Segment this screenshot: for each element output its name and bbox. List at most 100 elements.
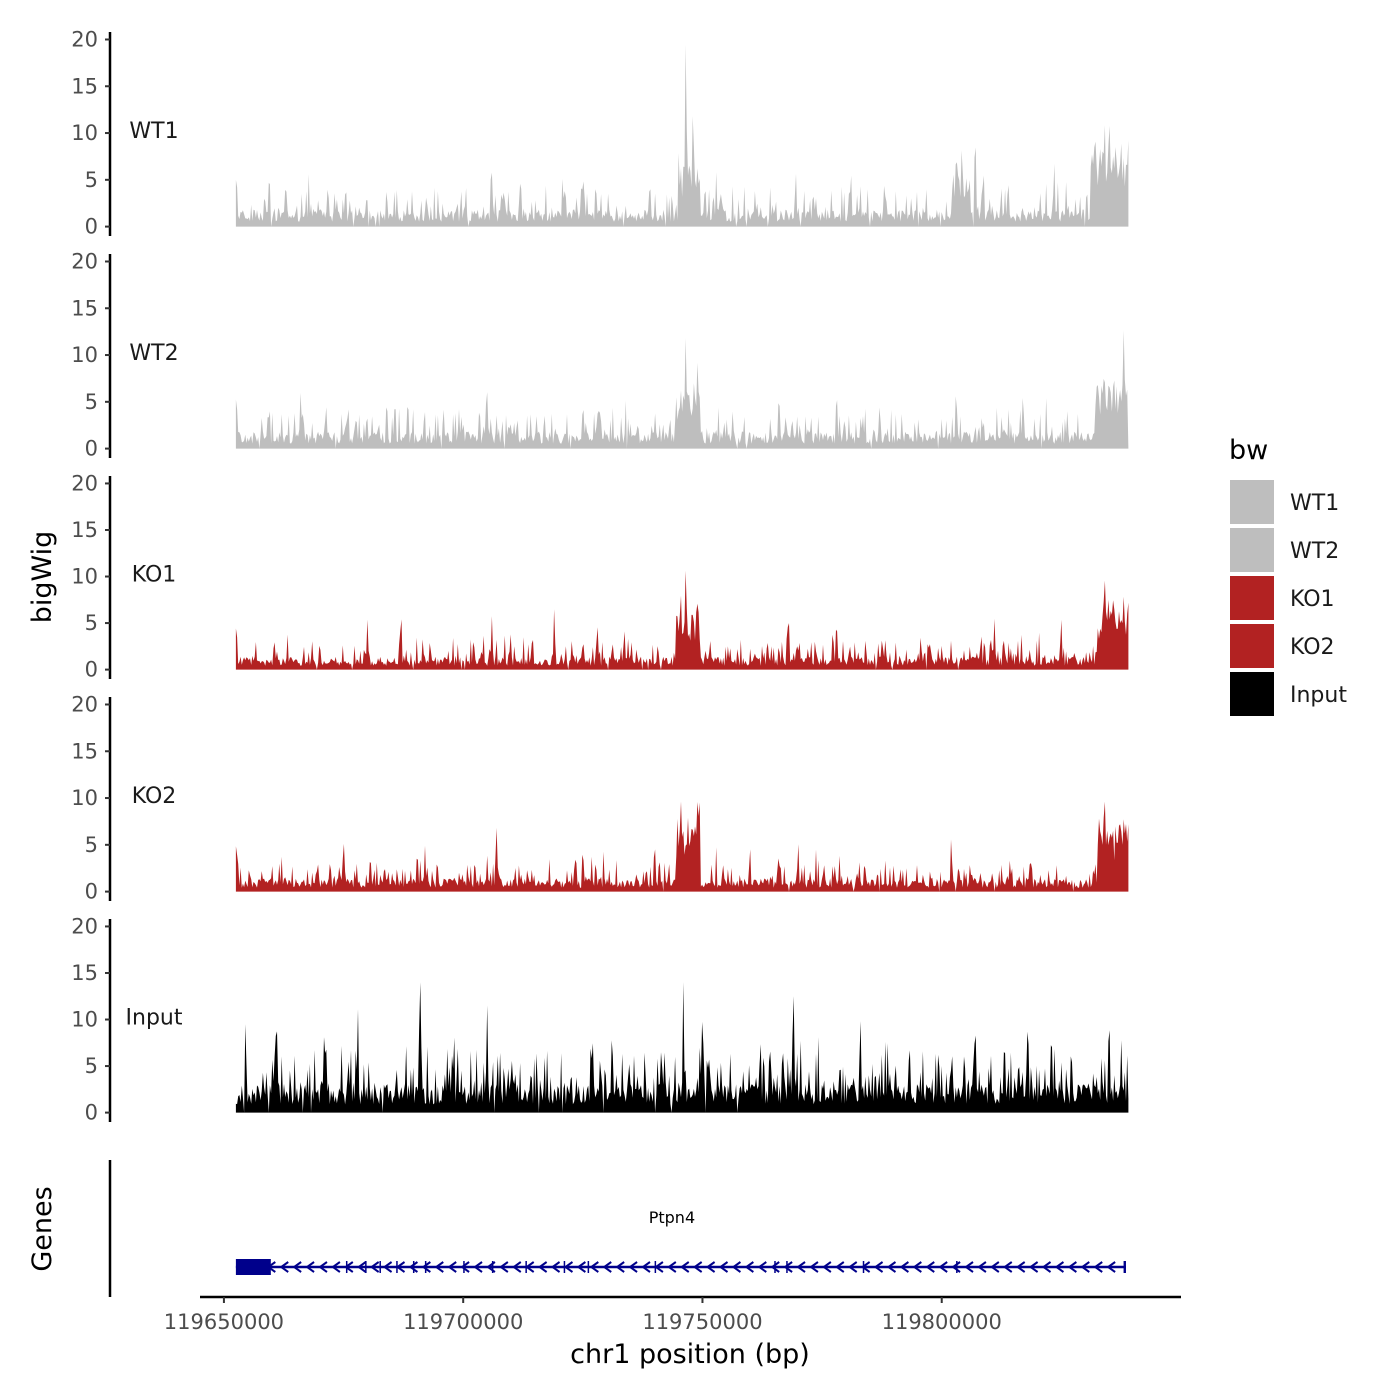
strand-arrow — [615, 1261, 625, 1273]
strand-arrow — [705, 1261, 716, 1273]
strand-arrow — [576, 1261, 586, 1273]
strand-arrow — [369, 1261, 380, 1273]
strand-arrow — [835, 1261, 845, 1273]
coverage-area-wt1 — [235, 44, 1129, 227]
strand-arrow — [382, 1261, 393, 1273]
legend-item-wt2: WT2 — [1230, 528, 1339, 572]
y-tick-label: 5 — [85, 611, 98, 635]
exon — [587, 1261, 590, 1273]
strand-arrow — [1003, 1261, 1013, 1273]
strand-arrow — [899, 1261, 909, 1273]
strand-arrow — [421, 1261, 431, 1273]
exon — [862, 1261, 865, 1273]
strand-arrow — [1054, 1261, 1065, 1273]
strand-arrow — [434, 1261, 444, 1273]
strand-arrow — [667, 1261, 677, 1273]
strand-arrow — [796, 1261, 806, 1273]
x-tick-label: 119800000 — [882, 1310, 1002, 1334]
coverage-area-ko2 — [235, 801, 1129, 892]
y-tick-label: 15 — [71, 74, 98, 98]
strand-arrow — [757, 1261, 767, 1273]
coverage-area-ko1 — [235, 570, 1129, 670]
y-tick-label: 0 — [85, 215, 98, 239]
legend-label: Input — [1290, 683, 1347, 708]
track-ko2: 0 5 10 15 20 KO2 — [71, 692, 1129, 904]
legend-swatch — [1230, 624, 1274, 668]
strand-arrow — [512, 1261, 522, 1273]
strand-arrow — [938, 1261, 948, 1273]
strand-arrow — [1093, 1261, 1103, 1273]
y-tick-label: 0 — [85, 437, 98, 461]
strand-arrow — [1106, 1261, 1116, 1273]
strand-arrow — [1041, 1261, 1052, 1273]
y-tick-label: 5 — [85, 168, 98, 192]
legend-item-ko1: KO1 — [1230, 576, 1335, 620]
y-tick-label: 20 — [71, 471, 98, 495]
strand-arrow — [1028, 1261, 1039, 1273]
legend: WT1 WT2 KO1 KO2 Input — [1230, 480, 1347, 716]
strand-arrow — [718, 1261, 729, 1273]
legend-item-ko2: KO2 — [1230, 624, 1335, 668]
x-tick-label: 119700000 — [403, 1310, 523, 1334]
exon — [345, 1261, 348, 1273]
track-input: 0 5 10 15 20 Input — [71, 914, 1129, 1125]
track-label: KO1 — [132, 563, 177, 588]
y-tick-label: 15 — [71, 296, 98, 320]
legend-title: bw — [1229, 435, 1268, 466]
strand-arrow — [1080, 1261, 1090, 1273]
exon — [412, 1261, 415, 1273]
exon — [774, 1261, 776, 1273]
strand-arrow — [977, 1261, 987, 1273]
strand-arrow — [886, 1261, 897, 1273]
strand-arrow — [460, 1261, 470, 1273]
strand-arrow — [331, 1261, 341, 1273]
track-wt2: 0 5 10 15 20 WT2 — [71, 249, 1129, 461]
strand-arrow — [499, 1261, 509, 1273]
strand-arrow — [447, 1261, 457, 1273]
exon — [365, 1261, 367, 1273]
exon — [235, 1259, 271, 1275]
strand-arrow — [537, 1261, 548, 1273]
strand-arrow — [563, 1261, 574, 1273]
strand-arrow — [357, 1261, 367, 1273]
exon — [525, 1261, 527, 1273]
legend-swatch — [1230, 576, 1274, 620]
exon — [563, 1261, 566, 1273]
genes-layer: Ptpn4 — [108, 1160, 1126, 1297]
strand-arrow — [279, 1261, 289, 1273]
strand-arrow — [692, 1261, 703, 1273]
y-tick-label: 5 — [85, 1054, 98, 1078]
legend-label: KO1 — [1290, 587, 1335, 612]
strand-arrow — [731, 1261, 742, 1273]
legend-swatch — [1230, 480, 1274, 524]
y-tick-label: 0 — [85, 658, 98, 682]
legend-swatch — [1230, 672, 1274, 716]
strand-arrow — [628, 1261, 638, 1273]
y-tick-label: 0 — [85, 1101, 98, 1125]
strand-arrow — [641, 1261, 651, 1273]
y-axis-title: bigWig — [27, 531, 58, 624]
strand-arrow — [292, 1261, 302, 1273]
legend-item-input: Input — [1230, 672, 1347, 716]
legend-label: WT2 — [1290, 539, 1339, 564]
y-tick-label: 20 — [71, 249, 98, 273]
y-tick-label: 10 — [71, 1008, 98, 1032]
strand-arrow — [822, 1261, 832, 1273]
exon — [396, 1261, 398, 1273]
y-tick-label: 10 — [71, 121, 98, 145]
y-tick-label: 15 — [71, 518, 98, 542]
legend-label: KO2 — [1290, 635, 1335, 660]
exon — [1123, 1261, 1126, 1273]
legend-item-wt1: WT1 — [1230, 480, 1339, 524]
y-tick-label: 20 — [71, 27, 98, 51]
y-tick-label: 10 — [71, 565, 98, 589]
strand-arrow — [1015, 1261, 1026, 1273]
strand-arrow — [783, 1261, 793, 1273]
strand-arrow — [848, 1261, 858, 1273]
strand-arrow — [770, 1261, 780, 1273]
strand-arrow — [305, 1261, 315, 1273]
strand-arrow — [1067, 1261, 1077, 1273]
strand-arrow — [990, 1261, 1000, 1273]
y-tick-label: 20 — [71, 914, 98, 938]
